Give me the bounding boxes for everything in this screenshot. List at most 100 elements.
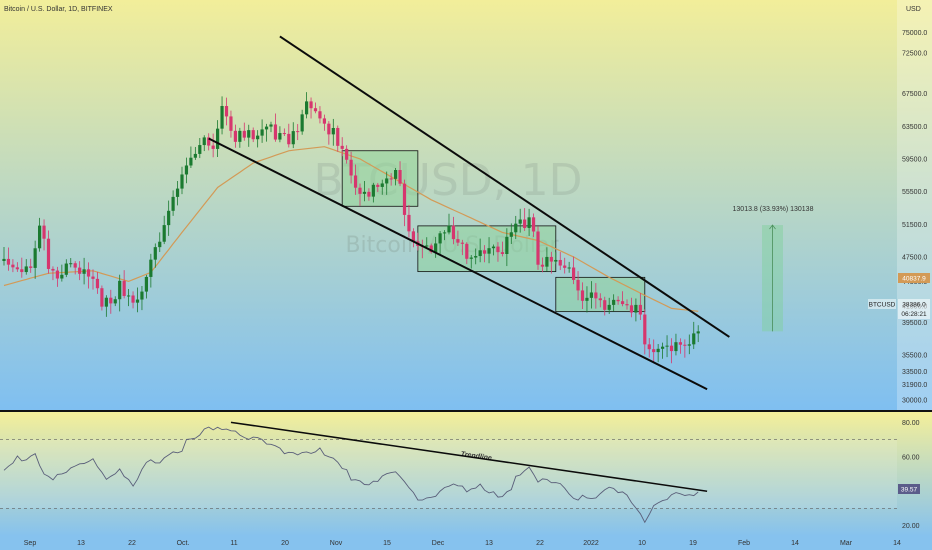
candle-body	[594, 292, 598, 299]
candle-body	[42, 225, 46, 239]
channel-lower-line[interactable]	[208, 137, 708, 391]
rsi-trendline-label: Trendline	[460, 451, 492, 462]
rsi-trendline-line[interactable]	[230, 421, 708, 492]
rsi-trendline[interactable]: Trendline	[230, 421, 708, 492]
candle-body	[336, 127, 340, 146]
candle-body	[491, 246, 496, 249]
candle-body	[531, 217, 536, 232]
candle-body	[264, 126, 269, 130]
candle-body	[353, 175, 358, 188]
candle-body	[456, 239, 460, 243]
time-tick-label: 13	[485, 540, 493, 547]
candle-body	[527, 217, 531, 228]
candle-body	[113, 299, 117, 304]
rsi-current-tag-box	[898, 484, 920, 494]
candle-body	[122, 280, 126, 296]
candle-body	[687, 344, 691, 346]
candle-body	[389, 178, 393, 180]
measure-label: 13013.8 (33.93%) 130138	[733, 206, 814, 213]
candle-body	[518, 219, 522, 224]
ma-value-text: 40837.9	[902, 276, 926, 283]
candle-body	[474, 256, 478, 258]
pane-divider[interactable]	[0, 410, 932, 412]
price-tick-label: 67500.0	[902, 91, 927, 98]
price-tags: 40837.9 BTCUSD 38386.0 06:28:21	[868, 273, 930, 319]
candle-body	[229, 116, 233, 131]
candle-body	[398, 170, 402, 184]
candle-body	[478, 250, 482, 257]
time-tick-label: Dec	[432, 540, 445, 547]
price-tick-label: 59500.0	[902, 156, 927, 163]
candle-body	[603, 300, 607, 310]
candle-body	[46, 238, 51, 269]
candle-body	[345, 148, 349, 160]
candle-body	[558, 259, 562, 266]
candle-body	[82, 269, 86, 274]
candle-body	[665, 345, 669, 347]
candle-body	[487, 248, 491, 254]
rsi-band	[0, 439, 897, 509]
candle-body	[175, 188, 180, 197]
candle-body	[318, 111, 322, 119]
price-tick-label: 51500.0	[902, 222, 927, 229]
channel-lines[interactable]	[208, 35, 730, 391]
candle-body	[669, 345, 674, 352]
candle-body	[11, 264, 15, 268]
candle-body	[607, 304, 611, 310]
candle-body	[247, 130, 251, 138]
candle-body	[634, 304, 638, 313]
candle-body	[340, 145, 344, 149]
candle-body	[451, 225, 456, 240]
candle-body	[86, 269, 91, 277]
candle-body	[376, 184, 380, 187]
candle-body	[158, 241, 162, 248]
time-tick-label: 22	[128, 540, 136, 547]
price-tick-label: 33500.0	[902, 369, 927, 376]
last-price-tag	[898, 299, 930, 319]
candle-body	[674, 342, 678, 352]
channel-upper-line[interactable]	[279, 35, 730, 338]
candle-body	[153, 247, 157, 260]
candle-body	[576, 279, 580, 291]
time-tick-label: Nov	[330, 540, 343, 547]
candle-body	[60, 274, 64, 279]
time-tick-label: 14	[791, 540, 799, 547]
candle-body	[100, 288, 104, 307]
candle-body	[291, 131, 295, 145]
candle-body	[20, 269, 24, 273]
price-axis-background[interactable]	[897, 0, 932, 410]
candle-body	[652, 349, 656, 353]
candle-body	[656, 348, 660, 353]
candle-body	[572, 267, 576, 280]
time-tick-label: 13	[77, 540, 85, 547]
candle-body	[6, 258, 11, 265]
candle-body	[616, 299, 620, 302]
consolidation-box[interactable]	[417, 225, 557, 273]
consolidation-box[interactable]	[341, 150, 419, 207]
candle-body	[313, 108, 318, 112]
candle-body	[483, 250, 487, 254]
candle-body	[465, 243, 469, 259]
candle-body	[224, 106, 229, 117]
candle-body	[33, 248, 37, 268]
candle-body	[238, 130, 242, 142]
time-tick-label: Sep	[24, 540, 37, 547]
currency-label: USD	[906, 6, 921, 13]
candle-body	[260, 129, 264, 136]
candle-body	[540, 264, 545, 267]
candle-body	[638, 304, 642, 315]
measure-tool[interactable]: 13013.8 (33.93%) 130138	[733, 206, 814, 332]
candle-body	[305, 101, 309, 115]
candle-body	[692, 333, 696, 345]
candle-body	[171, 196, 175, 211]
candle-body	[362, 191, 367, 194]
rsi-current-text: 39.57	[901, 487, 918, 494]
candle-body	[625, 304, 629, 306]
candle-body	[331, 127, 335, 135]
candle-body	[496, 246, 500, 253]
candle-body	[29, 266, 33, 268]
candle-body	[580, 290, 585, 301]
price-tick-label: 31900.0	[902, 382, 927, 389]
candle-body	[438, 233, 442, 244]
